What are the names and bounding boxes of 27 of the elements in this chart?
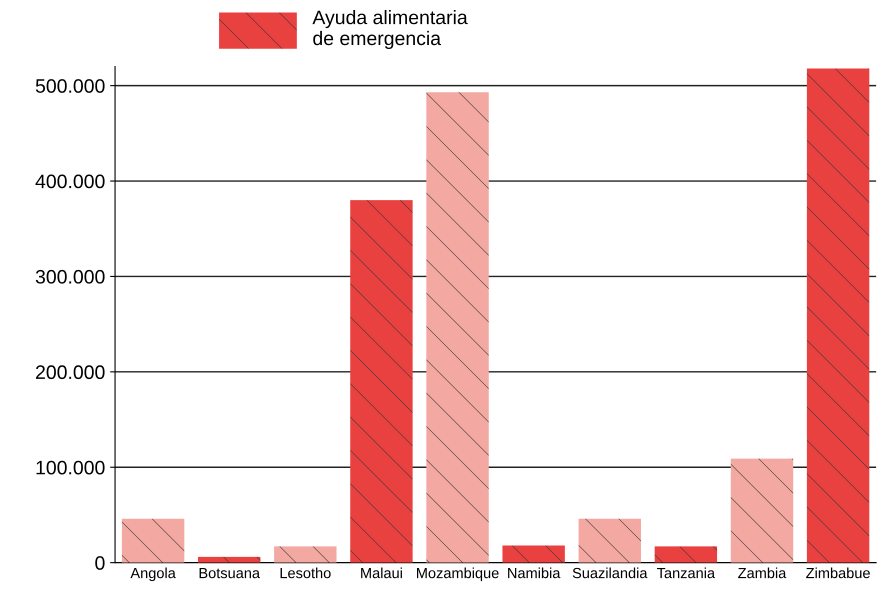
x-tick-label: Malaui [361, 568, 402, 578]
y-tick-label: 0 [95, 556, 105, 570]
bar [806, 68, 870, 563]
x-tick-label: Suazilandia [572, 568, 648, 578]
x-tick-label: Namibia [508, 568, 560, 578]
legend-label: Ayuda alimentaria de emergencia [312, 10, 468, 50]
x-tick-label: Tanzania [657, 568, 716, 578]
y-tick-label: 500.000 [36, 79, 105, 93]
bar [274, 546, 337, 563]
y-tick-label: 400.000 [35, 174, 105, 188]
bar [730, 458, 794, 563]
y-tick-label: 300.000 [36, 270, 105, 284]
x-tick-label: Zimbabue [806, 568, 870, 578]
bar [426, 92, 489, 563]
bar [578, 518, 641, 563]
bar [350, 200, 413, 563]
x-tick-label: Zambia [738, 568, 786, 578]
x-tick-label: Angola [130, 568, 176, 582]
bar [654, 546, 718, 563]
bar [198, 556, 260, 563]
bar [122, 518, 184, 563]
y-tick-label: 200.000 [36, 365, 105, 380]
x-tick-label: Mozambique [417, 568, 499, 582]
x-tick-label: Botsuana [200, 568, 260, 578]
bar [502, 545, 565, 563]
y-tick-label: 100.000 [36, 460, 105, 474]
x-tick-label: Lesotho [280, 568, 331, 578]
